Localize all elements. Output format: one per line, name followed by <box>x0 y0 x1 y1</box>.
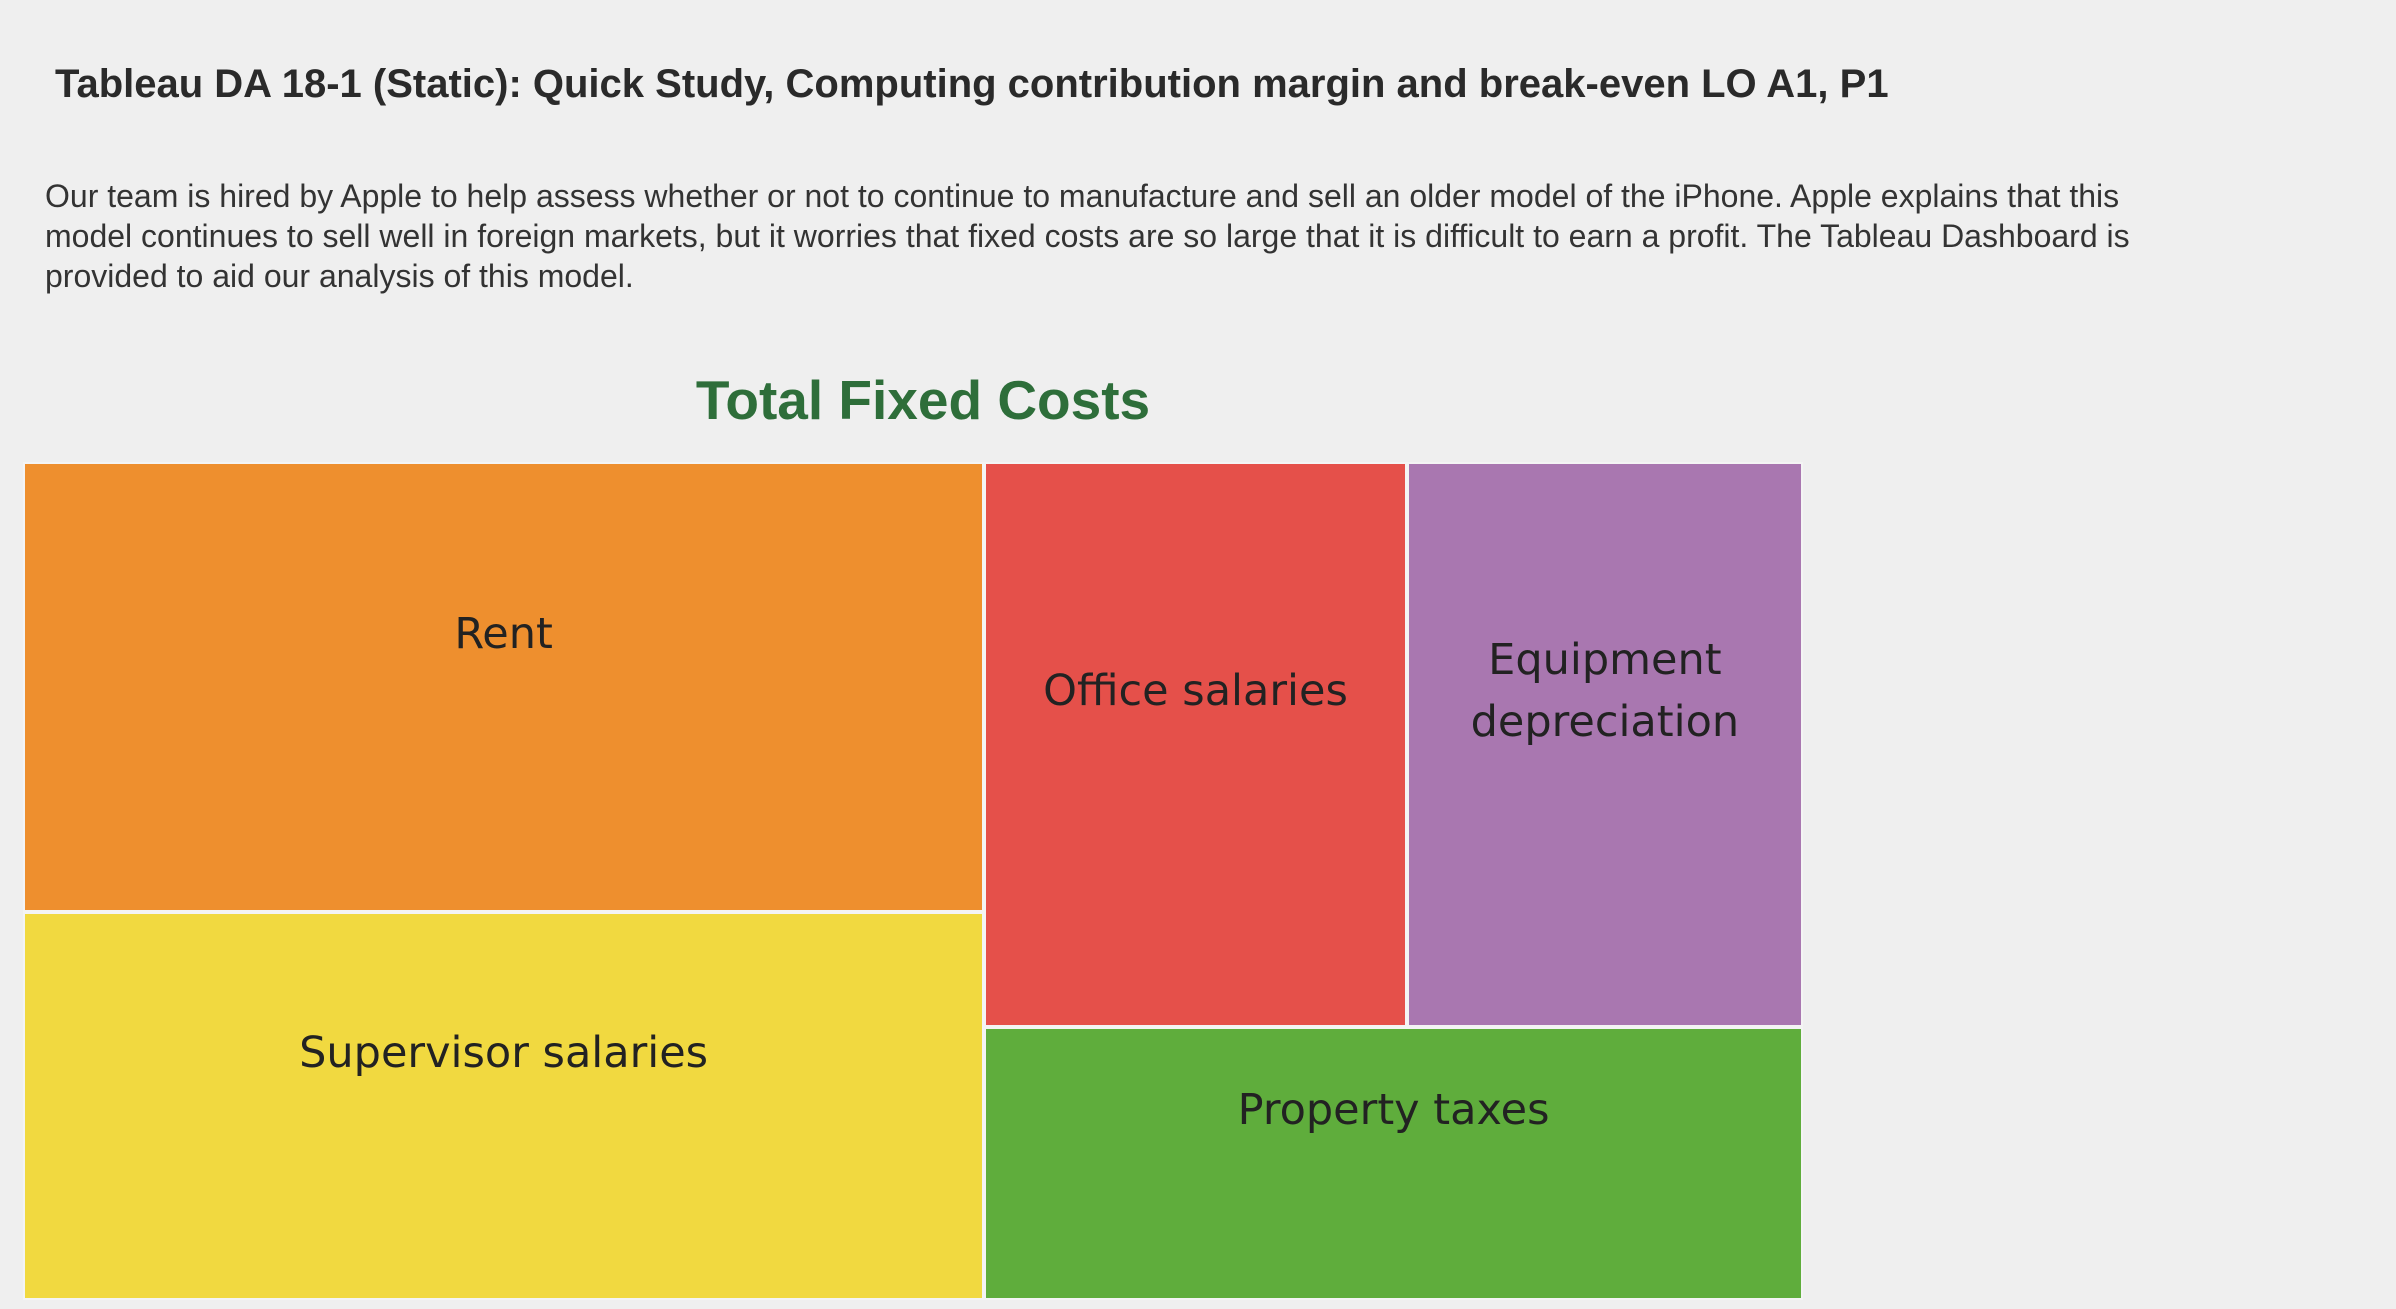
treemap-tile[interactable]: Rent <box>23 462 985 913</box>
chart-title: Total Fixed Costs <box>695 369 1151 431</box>
page-title: Tableau DA 18-1 (Static): Quick Study, C… <box>55 62 1889 106</box>
tile-label: Property taxes <box>1237 1084 1550 1135</box>
treemap-tile[interactable]: Property taxes <box>984 1026 1803 1300</box>
tile-label: Rent <box>454 608 553 659</box>
treemap-tile[interactable]: Supervisor salaries <box>23 912 985 1300</box>
treemap: Rent Supervisor salaries Office salaries Eq… <box>23 462 1803 1300</box>
tile-label: Office salaries <box>1043 665 1348 716</box>
tile-label: Supervisor salaries <box>299 1027 709 1078</box>
treemap-tile[interactable]: Office salaries <box>984 462 1407 1027</box>
tile-label: Equipment depreciation <box>1470 634 1740 747</box>
treemap-tile[interactable]: Equipment depreciation <box>1406 462 1803 1027</box>
description: Our team is hired by Apple to help asses… <box>45 178 2130 294</box>
